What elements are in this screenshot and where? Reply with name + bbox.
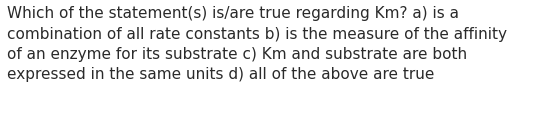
Text: Which of the statement(s) is/are true regarding Km? a) is a
combination of all r: Which of the statement(s) is/are true re… [7,6,507,83]
